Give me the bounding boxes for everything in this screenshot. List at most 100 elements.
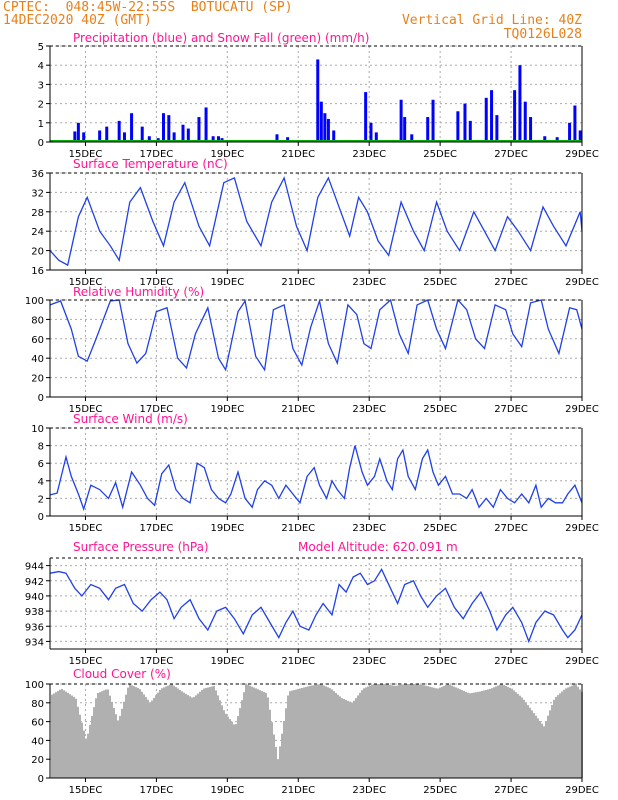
cloud-bar bbox=[437, 688, 439, 778]
x-tick-label: 27DEC bbox=[494, 149, 528, 160]
cloud-bar bbox=[205, 688, 207, 778]
cloud-bar bbox=[387, 684, 389, 778]
cloud-bar bbox=[155, 695, 157, 778]
y-tick-label: 2 bbox=[38, 100, 44, 111]
cloud-bar bbox=[103, 690, 105, 778]
x-tick-label: 23DEC bbox=[352, 404, 386, 415]
cloud-bar bbox=[225, 713, 227, 778]
cloud-bar bbox=[435, 688, 437, 778]
cloud-bar bbox=[189, 696, 191, 778]
date-line: 14DEC2020 40Z (GMT) bbox=[3, 13, 152, 28]
cloud-bar bbox=[569, 686, 571, 778]
cloud-bar bbox=[69, 694, 71, 778]
cloud-bar bbox=[91, 715, 93, 778]
cloud-bar bbox=[367, 686, 369, 778]
cloud-bar bbox=[383, 684, 385, 778]
cloud-bar bbox=[351, 702, 353, 778]
x-tick-label: 19DEC bbox=[210, 404, 244, 415]
cloud-bar bbox=[425, 685, 427, 778]
cloud-bar bbox=[529, 707, 531, 778]
cloud-bar bbox=[221, 705, 223, 778]
cloud-bar bbox=[219, 700, 221, 778]
cloud-bar bbox=[477, 691, 479, 778]
cloud-bar bbox=[273, 734, 275, 778]
cloud-bar bbox=[337, 694, 339, 778]
cloud-bar bbox=[571, 685, 573, 778]
cloud-bar bbox=[357, 695, 359, 778]
cloud-bar bbox=[379, 684, 381, 778]
x-tick-label: 23DEC bbox=[352, 785, 386, 796]
cloud-bar bbox=[129, 684, 131, 778]
cloud-bar bbox=[213, 685, 215, 778]
cloud-bar bbox=[253, 687, 255, 778]
cloud-bar bbox=[299, 688, 301, 778]
precip-bar bbox=[316, 59, 320, 142]
x-tick-label: 21DEC bbox=[281, 785, 315, 796]
cloud-bar bbox=[511, 688, 513, 778]
precip-bar bbox=[431, 99, 435, 142]
cloud-bar bbox=[267, 697, 269, 778]
y-tick-label: 4 bbox=[38, 61, 44, 72]
precip-bar bbox=[369, 122, 373, 142]
cloud-bar bbox=[431, 687, 433, 778]
cloud-bar bbox=[339, 696, 341, 778]
precip-bar bbox=[323, 113, 327, 142]
cloud-bar bbox=[501, 684, 503, 778]
x-tick-label: 29DEC bbox=[565, 149, 599, 160]
cloud-bar bbox=[573, 684, 575, 778]
cloud-bar bbox=[525, 702, 527, 778]
cloud-bar bbox=[499, 684, 501, 778]
x-tick-label: 27DEC bbox=[494, 523, 528, 534]
x-tick-label: 21DEC bbox=[281, 149, 315, 160]
cloud-bar bbox=[237, 716, 239, 778]
cloud-bar bbox=[531, 710, 533, 778]
cloud-bar bbox=[199, 691, 201, 778]
cloud-bar bbox=[283, 720, 285, 778]
cloud-bar bbox=[231, 721, 233, 778]
panel-title: Relative Humidity (%) bbox=[73, 285, 204, 299]
cloud-bar bbox=[111, 701, 113, 778]
cloud-bar bbox=[443, 685, 445, 778]
cloud-bar bbox=[97, 693, 99, 778]
precip-bar bbox=[523, 101, 527, 142]
precip-bar bbox=[161, 113, 165, 142]
cloud-bar bbox=[565, 688, 567, 778]
precip-bar bbox=[105, 126, 109, 142]
cloud-bar bbox=[567, 687, 569, 778]
x-tick-label: 23DEC bbox=[352, 277, 386, 288]
series-line bbox=[49, 176, 583, 267]
cloud-bar bbox=[427, 686, 429, 778]
cloud-bar bbox=[293, 690, 295, 778]
cloud-bar bbox=[401, 684, 403, 778]
cloud-bar bbox=[345, 699, 347, 778]
cloud-bar bbox=[257, 689, 259, 778]
y-tick-label: 8 bbox=[38, 442, 44, 453]
cloud-bar bbox=[115, 714, 117, 778]
precip-bar bbox=[364, 92, 368, 142]
cloud-bar bbox=[579, 689, 581, 778]
y-tick-label: 942 bbox=[25, 577, 44, 588]
cloud-bar bbox=[447, 684, 449, 778]
cloud-bar bbox=[235, 724, 237, 778]
cloud-bar bbox=[157, 692, 159, 778]
cloud-bar bbox=[59, 689, 61, 778]
cloud-bar bbox=[399, 685, 401, 778]
cloud-bar bbox=[55, 692, 57, 778]
precip-bar bbox=[426, 117, 430, 142]
precip-bar bbox=[186, 128, 190, 142]
cloud-bar bbox=[395, 685, 397, 778]
y-tick-label: 100 bbox=[25, 680, 44, 691]
cloud-bar bbox=[497, 685, 499, 778]
cloud-bar bbox=[419, 684, 421, 778]
cloud-bar bbox=[261, 691, 263, 778]
x-tick-label: 15DEC bbox=[69, 277, 103, 288]
cloud-bar bbox=[515, 692, 517, 778]
cloud-bar bbox=[77, 706, 79, 778]
precip-bar bbox=[578, 130, 582, 142]
cloud-bar bbox=[547, 715, 549, 778]
cloud-bar bbox=[287, 695, 289, 778]
cloud-bar bbox=[61, 688, 63, 778]
x-tick-label: 15DEC bbox=[69, 404, 103, 415]
cloud-bar bbox=[563, 689, 565, 778]
cloud-bar bbox=[545, 720, 547, 778]
